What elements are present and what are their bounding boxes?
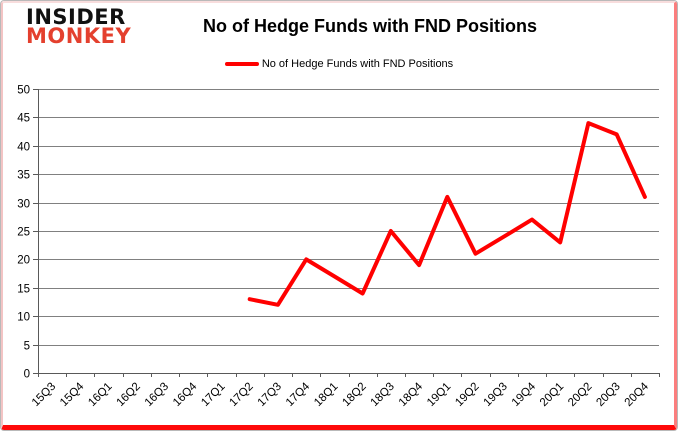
x-tick-label: 16Q4: [171, 380, 200, 409]
chart-title: No of Hedge Funds with FND Positions: [203, 16, 537, 36]
y-tick-label: 35: [17, 170, 30, 182]
y-tick-label: 0: [24, 369, 30, 381]
x-tick-label: 20Q4: [623, 380, 652, 409]
legend-line-marker: [224, 62, 259, 66]
x-tick-label: 19Q1: [425, 381, 453, 409]
x-tick-label: 16Q1: [86, 381, 114, 409]
data-line: [247, 121, 647, 307]
y-tick-label: 25: [17, 227, 30, 239]
logo-line2: MONKEY: [26, 24, 132, 49]
logo-line1: INSIDER: [26, 5, 126, 29]
x-tick-label: 15Q4: [58, 380, 87, 409]
x-tick-label: 18Q4: [397, 380, 426, 409]
x-tick-label: 16Q3: [143, 381, 171, 409]
y-tick-label: 10: [17, 312, 30, 324]
x-tick-label: 15Q3: [30, 381, 58, 409]
y-tick-label: 5: [24, 341, 30, 353]
legend-label: No of Hedge Funds with FND Positions: [261, 58, 454, 70]
x-tick-label: 17Q4: [284, 380, 313, 409]
y-tick-label: 20: [17, 255, 30, 267]
y-tick-label: 30: [17, 199, 30, 211]
x-tick-label: 20Q2: [566, 381, 594, 409]
x-tick-label: 19Q2: [453, 381, 481, 409]
x-tick-label: 17Q3: [256, 381, 284, 409]
y-tick-label: 15: [17, 284, 30, 296]
x-tick-label: 20Q3: [594, 381, 622, 409]
x-tick-label: 18Q3: [369, 381, 397, 409]
x-tick-label: 20Q1: [538, 381, 566, 409]
x-tick-label: 18Q1: [312, 381, 340, 409]
y-tick-label: 45: [17, 113, 30, 125]
x-tick-label: 18Q2: [340, 381, 368, 409]
legend: No of Hedge Funds with FND Positions: [0, 58, 678, 70]
y-tick-label: 40: [17, 142, 30, 154]
x-tick-label: 19Q4: [510, 380, 539, 409]
x-tick-label: 17Q1: [199, 381, 227, 409]
x-tick-label: 17Q2: [227, 381, 255, 409]
y-tick-label: 50: [17, 85, 30, 97]
x-tick-label: 19Q3: [481, 381, 509, 409]
x-tick-label: 16Q2: [115, 381, 143, 409]
insider-monkey-logo: INSIDER MONKEY: [26, 5, 132, 49]
